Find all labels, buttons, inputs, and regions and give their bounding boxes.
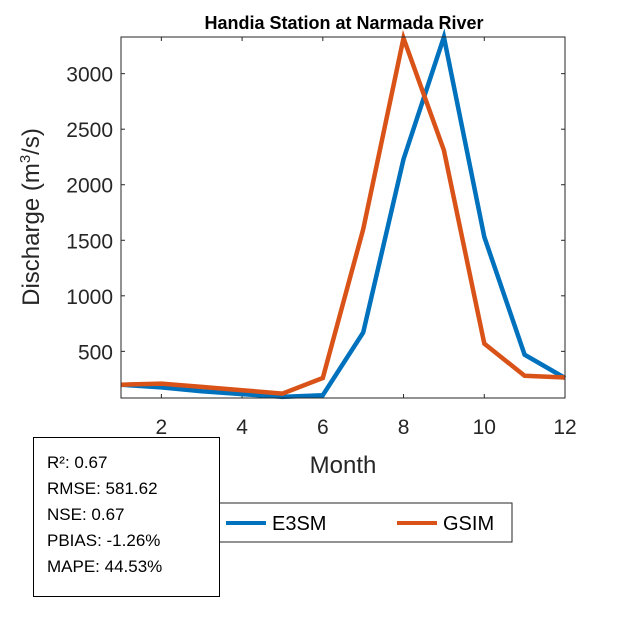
stat-r2: R²: 0.67 (47, 453, 108, 472)
stat-nse: NSE: 0.67 (47, 505, 125, 524)
x-axis-label: Month (310, 452, 377, 479)
x-tick-label: 10 (473, 416, 496, 439)
y-tick-label: 2500 (66, 119, 113, 142)
series-line-e3sm (120, 28, 567, 400)
legend-label-e3sm: E3SM (272, 513, 326, 535)
stat-pbias: PBIAS: -1.26% (47, 531, 161, 550)
legend-box (217, 502, 513, 543)
y-tick-label: 1000 (66, 286, 113, 309)
chart-title: Handia Station at Narmada River (204, 13, 483, 33)
y-axis-label-end: /s) (18, 128, 45, 155)
y-tick-label: 2000 (66, 175, 113, 198)
y-tick-label: 1500 (66, 230, 113, 253)
legend: E3SM GSIM (217, 502, 513, 543)
stat-mape: MAPE: 44.53% (47, 557, 163, 576)
x-tick-label: 2 (156, 416, 168, 439)
plot-frame (120, 36, 566, 399)
x-tick-label: 8 (398, 416, 410, 439)
y-tick-label: 3000 (66, 64, 113, 87)
x-tick-label: 4 (236, 416, 248, 439)
y-tick-label: 500 (78, 341, 113, 364)
series-line-gsim (120, 29, 566, 396)
x-tick-label: 12 (553, 416, 576, 439)
y-axis-label-main: Discharge (m (18, 163, 45, 306)
axis-ticks: 2 4 6 8 10 12 500 1000 1500 2000 2500 3000 (66, 37, 577, 439)
y-axis-label: Discharge (m3/s) (17, 128, 45, 306)
series-layer (120, 28, 567, 400)
y-axis-label-superscript: 3 (17, 155, 34, 163)
stats-box: R²: 0.67 RMSE: 581.62 NSE: 0.67 PBIAS: -… (33, 437, 220, 597)
legend-label-gsim: GSIM (443, 513, 494, 535)
x-tick-label: 6 (317, 416, 329, 439)
plot-area (121, 37, 565, 398)
stat-rmse: RMSE: 581.62 (47, 479, 158, 498)
